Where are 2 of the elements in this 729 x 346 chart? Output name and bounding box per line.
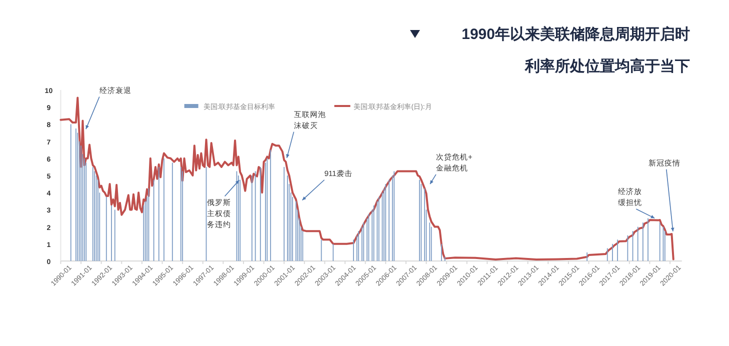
chart-subtitle: 利率所处位置均高于当下 (524, 57, 690, 75)
chart-title: 1990年以来美联储降息周期开启时 (462, 25, 690, 43)
